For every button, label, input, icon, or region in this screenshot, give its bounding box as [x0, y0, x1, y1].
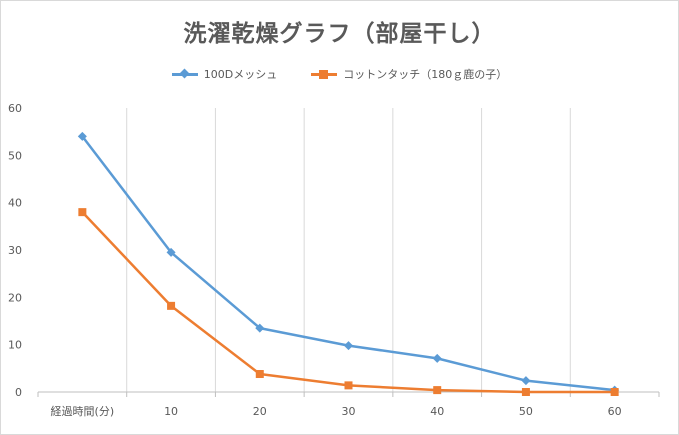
y-tick-label: 40 — [8, 197, 22, 210]
x-tick-label: 40 — [430, 405, 444, 418]
y-tick-label: 0 — [15, 386, 22, 399]
data-point-series-2 — [521, 388, 530, 396]
y-tick-label: 50 — [8, 149, 22, 162]
x-tick-label: 経過時間(分) — [51, 405, 115, 418]
legend-label-series-1: 100Dメッシュ — [203, 68, 278, 81]
x-tick-label: 50 — [519, 405, 533, 418]
y-tick-label: 20 — [8, 291, 22, 304]
data-point-series-2 — [344, 381, 353, 390]
legend-swatch-series-1 — [171, 68, 198, 79]
legend-item-series-1: 100Dメッシュ — [171, 66, 278, 82]
chart-title: 洗濯乾燥グラフ（部屋干し） — [183, 21, 496, 47]
y-tick-label: 10 — [8, 339, 22, 352]
data-point-series-2 — [255, 370, 264, 379]
data-point-series-1 — [77, 131, 87, 141]
data-point-series-2 — [433, 386, 442, 395]
data-point-series-2 — [167, 301, 176, 310]
x-tick-label: 30 — [342, 405, 356, 418]
legend-label-series-2: コットンタッチ（180ｇ鹿の子） — [343, 68, 508, 81]
legend-item-series-2: コットンタッチ（180ｇ鹿の子） — [311, 66, 507, 82]
x-tick-label: 60 — [608, 405, 622, 418]
legend-swatch-series-2 — [311, 69, 338, 79]
x-tick-label: 20 — [253, 405, 267, 418]
data-point-series-2 — [78, 208, 87, 217]
data-point-series-1 — [166, 247, 176, 257]
data-point-series-2 — [610, 388, 619, 396]
data-point-series-1 — [521, 376, 531, 386]
y-tick-label: 30 — [8, 244, 22, 257]
x-tick-label: 10 — [164, 405, 178, 418]
legend: 100Dメッシュ コットンタッチ（180ｇ鹿の子） — [0, 66, 679, 82]
data-point-series-1 — [432, 353, 442, 363]
y-tick-label: 60 — [8, 102, 22, 115]
data-point-series-1 — [343, 341, 354, 351]
series-line-1 — [81, 135, 616, 392]
